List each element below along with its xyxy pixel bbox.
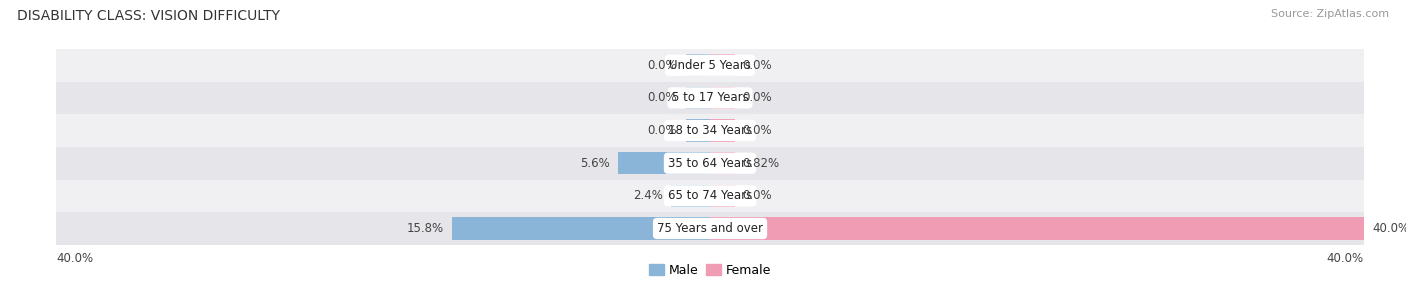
Text: 0.0%: 0.0% — [742, 91, 772, 104]
Text: 15.8%: 15.8% — [406, 222, 444, 235]
Bar — [56, 180, 1364, 212]
Bar — [686, 119, 710, 142]
Text: 40.0%: 40.0% — [1372, 222, 1406, 235]
Bar — [671, 185, 710, 207]
Bar — [710, 54, 734, 76]
Bar — [686, 87, 710, 109]
Bar — [710, 87, 734, 109]
Text: 0.0%: 0.0% — [648, 124, 678, 137]
Legend: Male, Female: Male, Female — [644, 259, 776, 282]
Text: 0.0%: 0.0% — [742, 124, 772, 137]
Text: 0.82%: 0.82% — [742, 157, 780, 170]
Bar — [451, 217, 710, 240]
Text: 5 to 17 Years: 5 to 17 Years — [672, 91, 748, 104]
Text: 0.0%: 0.0% — [742, 189, 772, 202]
Text: Under 5 Years: Under 5 Years — [669, 59, 751, 72]
Bar — [710, 217, 1364, 240]
Text: Source: ZipAtlas.com: Source: ZipAtlas.com — [1271, 9, 1389, 19]
Bar — [56, 114, 1364, 147]
Bar — [619, 152, 710, 174]
Text: 75 Years and over: 75 Years and over — [657, 222, 763, 235]
Bar — [56, 212, 1364, 245]
Bar — [56, 49, 1364, 82]
Bar — [56, 147, 1364, 180]
Text: DISABILITY CLASS: VISION DIFFICULTY: DISABILITY CLASS: VISION DIFFICULTY — [17, 9, 280, 23]
Bar — [56, 82, 1364, 114]
Text: 18 to 34 Years: 18 to 34 Years — [668, 124, 752, 137]
Bar — [710, 185, 734, 207]
Text: 0.0%: 0.0% — [648, 91, 678, 104]
Text: 0.0%: 0.0% — [742, 59, 772, 72]
Text: 40.0%: 40.0% — [56, 252, 93, 265]
Text: 65 to 74 Years: 65 to 74 Years — [668, 189, 752, 202]
Text: 35 to 64 Years: 35 to 64 Years — [668, 157, 752, 170]
Text: 0.0%: 0.0% — [648, 59, 678, 72]
Bar — [710, 152, 734, 174]
Bar — [686, 54, 710, 76]
Text: 40.0%: 40.0% — [1327, 252, 1364, 265]
Bar — [710, 119, 734, 142]
Text: 2.4%: 2.4% — [633, 189, 662, 202]
Text: 5.6%: 5.6% — [581, 157, 610, 170]
